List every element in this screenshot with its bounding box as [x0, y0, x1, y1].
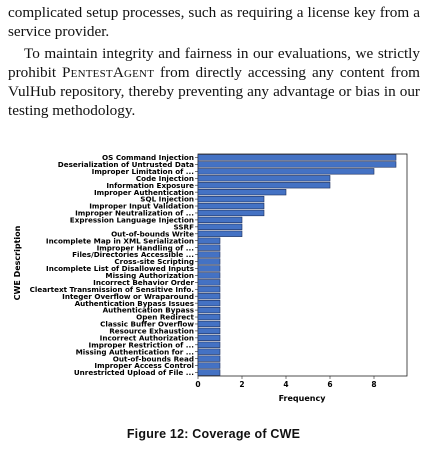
bar [197, 279, 221, 286]
chart-x-ticks: 0 2 4 6 8 [195, 376, 377, 389]
bar [197, 306, 221, 314]
bar [197, 355, 221, 362]
category-label: Information Exposure [106, 181, 194, 190]
category-label: Missing Authorization [105, 271, 194, 280]
chart-bars [197, 154, 397, 376]
bar [197, 230, 243, 237]
bar [197, 237, 221, 244]
category-label: Cleartext Transmission of Sensitive Info… [30, 285, 194, 294]
category-label: Improper Limitation of ... [92, 167, 194, 176]
bar [197, 195, 265, 203]
category-label: Improper Access Control [94, 361, 194, 370]
bar [197, 286, 221, 293]
category-label: Unrestricted Upload of File ... [74, 368, 194, 377]
category-label: SQL Injection [140, 195, 194, 204]
chart-axes [197, 153, 408, 377]
y-axis-label: CWE Description [13, 225, 22, 300]
category-label: Out-of-bounds Write [111, 229, 194, 238]
bar [197, 327, 221, 335]
bar [197, 154, 397, 161]
category-label: Expression Language Injection [70, 216, 194, 225]
category-label: Resource Exhaustion [109, 327, 194, 336]
bar [197, 265, 221, 272]
paragraph-2-text-start: To maintain integrity and fairness in ou… [8, 45, 420, 81]
category-label: Authentication Bypass [103, 306, 194, 315]
bar [197, 202, 265, 210]
bar [197, 189, 287, 196]
bar [197, 362, 221, 369]
category-label: OS Command Injection [102, 153, 194, 162]
bar [197, 161, 397, 168]
category-label: Improper Authentication [94, 188, 194, 197]
bar [197, 313, 221, 321]
category-label: Incorrect Behavior Order [93, 278, 194, 287]
bar [197, 348, 221, 355]
bar [197, 300, 221, 307]
category-label: Improper Input Validation [89, 202, 194, 211]
category-label: Improper Handling of ... [97, 243, 194, 252]
x-tick-label: 0 [195, 380, 200, 389]
category-label: Missing Authentication for ... [76, 347, 194, 356]
bar [197, 293, 221, 300]
bar [197, 258, 221, 265]
bar [197, 168, 375, 175]
bar [197, 272, 221, 279]
bar [197, 209, 265, 217]
system-name: PentestAgent [62, 64, 155, 81]
category-label: Incorrect Authorization [100, 333, 194, 342]
category-label: Open Redirect [136, 313, 194, 322]
category-label: Improper Restriction of ... [89, 340, 194, 349]
x-tick-label: 8 [371, 380, 376, 389]
bar [197, 244, 221, 251]
x-tick-label: 2 [239, 380, 244, 389]
figure-caption: Figure 12: Coverage of CWE [126, 427, 301, 441]
x-tick-label: 4 [283, 380, 288, 389]
category-label: Classic Buffer Overflow [100, 320, 194, 329]
category-label: Incomplete Map in XML Serialization [46, 236, 194, 245]
body-paragraph-1: complicated setup processes, such as req… [8, 4, 420, 40]
bar [197, 334, 221, 341]
category-label: Improper Neutralization of ... [75, 209, 194, 218]
category-label: Deserialization of Untrusted Data [58, 160, 194, 169]
paragraph-2-text-end: from directly accessing any content from… [8, 64, 420, 119]
category-label: Cross-site Scripting [114, 257, 194, 266]
bar [197, 182, 331, 189]
bar [197, 369, 221, 376]
x-axis-label: Frequency [279, 394, 327, 403]
body-paragraph-2: To maintain integrity and fairness in ou… [8, 44, 420, 120]
category-label: Files/Directories Accessible ... [72, 250, 194, 259]
category-label: SSRF [174, 222, 195, 231]
category-label: Out-of-bounds Read [113, 354, 194, 363]
category-label: Authentication Bypass Issues [75, 299, 194, 308]
bar [197, 216, 243, 224]
bar [197, 251, 221, 258]
bar [197, 341, 221, 348]
bar [197, 175, 331, 182]
category-label: Integer Overflow or Wraparound [62, 292, 194, 301]
bar [197, 223, 243, 230]
plot-frame [197, 153, 408, 377]
category-label: Incomplete List of Disallowed Inputs [46, 264, 194, 273]
x-tick-label: 6 [327, 380, 332, 389]
category-label: Code Injection [136, 174, 194, 183]
bar [197, 320, 221, 328]
